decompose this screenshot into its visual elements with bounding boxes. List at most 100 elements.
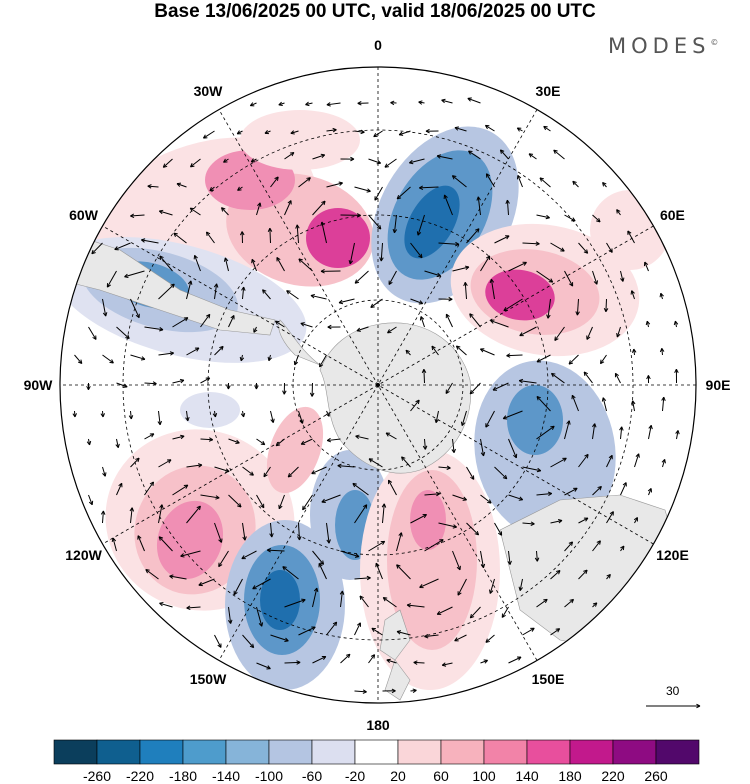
wind-arrow (391, 101, 397, 105)
colorbar-swatch (484, 740, 527, 764)
reference-arrow (646, 704, 700, 708)
wind-arrow (215, 635, 221, 647)
wind-arrow (250, 103, 256, 106)
wind-arrow (537, 215, 550, 219)
wind-arrow (369, 159, 381, 164)
wind-arrow (426, 129, 439, 133)
anomaly-ridge (306, 208, 370, 268)
wind-arrow (554, 150, 565, 159)
wind-arrow (131, 355, 145, 360)
wind-arrow (649, 425, 653, 439)
wind-arrow (509, 657, 522, 663)
reference-vector-label: 30 (666, 684, 679, 698)
wind-arrow (116, 439, 120, 448)
wind-arrow (73, 411, 77, 417)
wind-arrow (529, 154, 536, 159)
wind-arrow (544, 126, 551, 131)
wind-arrow (87, 383, 91, 390)
longitude-label: 150W (190, 671, 227, 687)
wind-arrow (674, 321, 678, 327)
wind-arrow (89, 327, 97, 339)
colorbar-swatch (656, 740, 699, 764)
wind-arrow (517, 128, 522, 131)
wind-arrow (326, 411, 329, 416)
wind-arrow (385, 159, 397, 167)
wind-arrow (615, 373, 620, 383)
wind-arrow (648, 488, 651, 495)
colorbar-swatch (441, 740, 484, 764)
longitude-label: 60W (69, 207, 98, 223)
wind-arrow (355, 623, 361, 635)
wind-arrow (646, 321, 650, 327)
wind-arrow (662, 397, 666, 411)
wind-arrow (271, 411, 275, 423)
wind-arrow (101, 511, 105, 523)
reference-vector (646, 704, 700, 708)
colorbar-tick-label: -20 (345, 768, 365, 784)
wind-arrow (279, 102, 285, 105)
colorbar-tick-label: -180 (169, 768, 197, 784)
wind-arrow (399, 131, 410, 135)
colorbar-swatch (183, 740, 226, 764)
wind-arrow (569, 355, 578, 364)
wind-arrow (158, 411, 162, 425)
longitude-label: 60E (660, 207, 685, 223)
longitude-label: 90E (706, 377, 731, 393)
colorbar-tick-label: 260 (644, 768, 667, 784)
wind-arrow (446, 314, 452, 327)
australia (500, 495, 680, 650)
wind-arrow (227, 383, 231, 389)
wind-arrow (620, 427, 624, 439)
colorbar-tick-label: -260 (83, 768, 111, 784)
colorbar (54, 740, 699, 764)
colorbar-tick-label: -60 (302, 768, 322, 784)
colorbar-tick-label: -220 (126, 768, 154, 784)
wind-arrow (89, 495, 93, 505)
longitude-label: 30E (536, 83, 561, 99)
wind-arrow (647, 375, 651, 383)
antarctica (320, 323, 471, 473)
wind-arrow (676, 430, 680, 439)
colorbar-swatch (54, 740, 97, 764)
wind-arrow (327, 103, 341, 107)
wind-arrow (241, 411, 245, 417)
wind-arrow (481, 660, 488, 663)
anomaly-trough (507, 385, 563, 455)
colorbar-swatch (613, 740, 656, 764)
colorbar-swatch (570, 740, 613, 764)
wind-arrow (355, 271, 368, 283)
wind-arrow (540, 178, 551, 187)
colorbar-tick-label: 180 (558, 768, 581, 784)
wind-arrow (507, 354, 523, 358)
wind-arrow (480, 349, 494, 355)
wind-arrow (203, 131, 214, 138)
colorbar-swatch (312, 740, 355, 764)
anomaly-ridge (590, 190, 670, 270)
wind-arrow (420, 316, 424, 327)
wind-arrow (660, 293, 663, 299)
wind-arrow (411, 689, 417, 693)
wind-arrow (255, 383, 259, 389)
colorbar-tick-label: 100 (472, 768, 495, 784)
wind-arrow (621, 483, 627, 495)
wind-arrow (145, 434, 154, 439)
wind-arrow (257, 439, 265, 445)
colorbar-swatch (140, 740, 183, 764)
wind-arrow (662, 459, 665, 467)
wind-arrow (468, 98, 481, 103)
longitude-label: 180 (366, 717, 389, 733)
colorbar-tick-label: 20 (390, 768, 406, 784)
longitude-label: 90W (24, 377, 53, 393)
wind-arrow (523, 628, 535, 635)
wind-arrow (419, 101, 425, 105)
wind-arrow (603, 182, 607, 187)
wind-arrow (442, 99, 453, 103)
longitude-label: 150E (532, 671, 565, 687)
anomaly-trough (180, 392, 240, 428)
south-pole-marker (376, 383, 380, 387)
longitude-label: 120W (65, 547, 102, 563)
wind-arrow (101, 411, 105, 417)
wind-arrow (660, 348, 664, 355)
wind-arrow (173, 379, 184, 383)
wind-arrow (305, 102, 312, 106)
